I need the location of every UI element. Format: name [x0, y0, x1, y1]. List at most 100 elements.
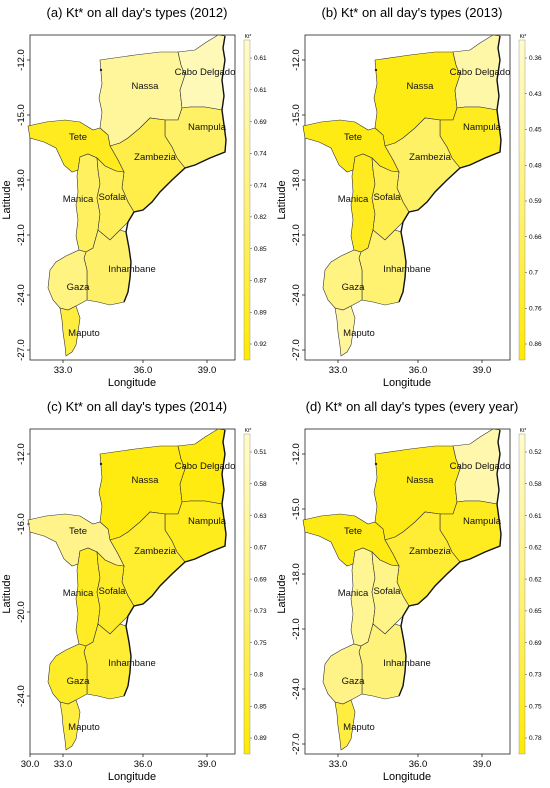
y-tick-label: -27.0 — [291, 733, 302, 755]
province-sofala — [96, 157, 135, 241]
province-label-inhambane: Inhambane — [108, 658, 156, 669]
province-label-maputo: Maputo — [68, 722, 100, 733]
x-tick-label: 33.0 — [54, 365, 73, 376]
legend-title: Kt* — [520, 428, 527, 434]
lake-marker — [374, 462, 378, 466]
legend-colorbar — [243, 39, 251, 361]
panel-d: (d) Kt* on all day's types (every year) N… — [275, 394, 550, 788]
y-tick-label: -12.0 — [291, 443, 302, 465]
province-label-tete: Tete — [344, 526, 362, 537]
legend-tick-label: 0.48 — [529, 162, 542, 169]
legend-tick-label: 0.76 — [529, 305, 542, 312]
legend-tick-label: 0.69 — [529, 640, 542, 647]
map-svg: (c) Kt* on all day's types (2014) Nassa Ca… — [1, 399, 267, 783]
legend-tick-label: 0.62 — [529, 576, 542, 583]
legend-tick-label: 0.85 — [254, 246, 267, 253]
province-label-sofala: Sofala — [99, 586, 127, 597]
x-tick-label: 39.0 — [198, 365, 217, 376]
province-label-gaza: Gaza — [342, 676, 365, 687]
y-tick-label: -18.0 — [291, 169, 302, 191]
province-label-tete: Tete — [69, 132, 87, 143]
legend-tick-label: 0.58 — [254, 481, 267, 488]
x-tick-label: 36.0 — [134, 365, 153, 376]
province-label-niassa: Nassa — [407, 475, 435, 486]
x-axis-title: Longitude — [383, 377, 431, 389]
province-label-manica: Manica — [338, 588, 369, 599]
panel-a: (a) Kt* on all day's types (2012) Nassa Ca… — [0, 0, 275, 394]
legend-colorbar — [518, 433, 526, 755]
province-label-sofala: Sofala — [99, 192, 127, 203]
x-tick-label: 33.0 — [54, 759, 73, 770]
provinces — [27, 34, 227, 357]
legend-tick-label: 0.36 — [529, 55, 542, 62]
legend-tick-label: 0.74 — [254, 182, 267, 189]
legend-tick-label: 0.75 — [529, 703, 542, 710]
plot-frame — [304, 428, 511, 755]
panel-title: (a) Kt* on all day's types (2012) — [47, 5, 228, 20]
y-axis-title: Latitude — [1, 574, 13, 613]
province-label-nampula: Nampula — [463, 122, 502, 133]
plot-frame — [29, 428, 236, 755]
province-sofala — [96, 551, 135, 635]
x-tick-label: 33.0 — [329, 365, 348, 376]
y-tick-label: -18.0 — [16, 169, 27, 191]
legend-tick-label: 0.67 — [254, 545, 267, 552]
legend-colorbar — [243, 433, 251, 755]
province-label-cabo-delgado: Cabo Delgado — [450, 461, 511, 472]
legend-tick-label: 0.87 — [254, 278, 267, 285]
province-maputo — [334, 305, 356, 357]
legend-tick-label: 0.85 — [254, 703, 267, 710]
province-label-manica: Manica — [338, 194, 369, 205]
legend-tick-label: 0.78 — [529, 735, 542, 742]
province-label-tete: Tete — [69, 526, 87, 537]
province-sofala — [371, 157, 410, 241]
y-tick-label: -12.0 — [16, 443, 27, 465]
legend-tick-label: 0.73 — [254, 608, 267, 615]
province-label-zambezia: Zambezia — [134, 546, 176, 557]
y-tick-label: -12.0 — [291, 49, 302, 71]
province-label-nampula: Nampula — [188, 516, 227, 527]
legend-tick-label: 0.89 — [254, 735, 267, 742]
province-label-sofala: Sofala — [374, 192, 402, 203]
coastline — [398, 35, 502, 303]
x-tick-label: 36.0 — [409, 365, 428, 376]
map-svg: (a) Kt* on all day's types (2012) Nassa Ca… — [1, 5, 267, 389]
legend-tick-label: 0.7 — [529, 270, 538, 277]
y-tick-label: -15.0 — [291, 498, 302, 520]
x-tick-label: 39.0 — [198, 759, 217, 770]
panel-title: (b) Kt* on all day's types (2013) — [322, 5, 503, 20]
legend-tick-label: 0.69 — [254, 576, 267, 583]
map-svg: (d) Kt* on all day's types (every year) N… — [276, 399, 542, 783]
province-label-maputo: Maputo — [343, 328, 375, 339]
y-tick-label: -15.0 — [291, 104, 302, 126]
province-label-maputo: Maputo — [343, 722, 375, 733]
province-label-gaza: Gaza — [342, 282, 365, 293]
province-label-manica: Manica — [63, 194, 94, 205]
y-tick-label: -27.0 — [16, 339, 27, 361]
coastline — [398, 429, 502, 697]
province-label-niassa: Nassa — [132, 475, 160, 486]
provinces — [302, 428, 502, 751]
panel-title: (c) Kt* on all day's types (2014) — [47, 399, 227, 414]
legend-tick-label: 0.89 — [254, 309, 267, 316]
province-label-cabo-delgado: Cabo Delgado — [450, 67, 511, 78]
province-label-inhambane: Inhambane — [383, 658, 431, 669]
legend-colorbar — [518, 39, 526, 361]
province-maputo — [334, 699, 356, 751]
x-tick-label: 36.0 — [134, 759, 153, 770]
y-tick-label: -24.0 — [16, 284, 27, 306]
legend-tick-label: 0.69 — [254, 119, 267, 126]
y-tick-label: -24.0 — [291, 678, 302, 700]
panel-c: (c) Kt* on all day's types (2014) Nassa Ca… — [0, 394, 275, 788]
province-gaza — [322, 643, 363, 705]
provinces — [27, 428, 227, 751]
legend-tick-label: 0.45 — [529, 127, 542, 134]
province-sofala — [371, 551, 410, 635]
y-tick-label: -16.0 — [16, 513, 27, 535]
legend-tick-label: 0.8 — [254, 672, 263, 679]
x-tick-label: 39.0 — [473, 759, 492, 770]
legend-tick-label: 0.43 — [529, 91, 542, 98]
map-svg: (b) Kt* on all day's types (2013) Nassa Ca… — [276, 5, 542, 389]
y-tick-label: -27.0 — [291, 339, 302, 361]
x-tick-label: 30.0 — [21, 759, 40, 770]
